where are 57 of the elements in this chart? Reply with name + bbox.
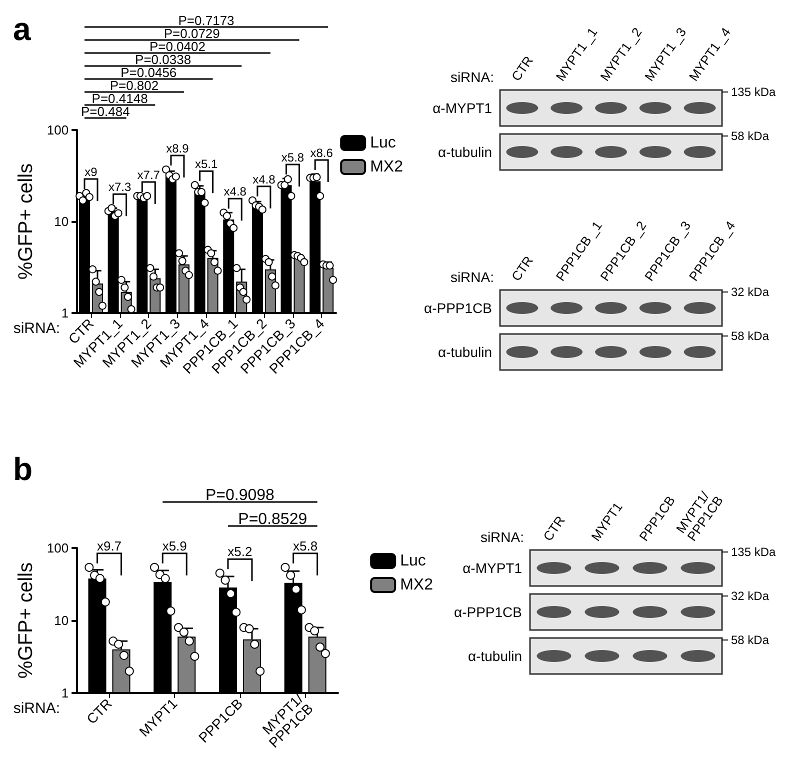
- category-label: α-PPP1CB: [454, 604, 522, 620]
- category-label: α-tubulin: [438, 344, 492, 360]
- y-tick-label: 10: [54, 613, 69, 628]
- y-axis-title: %GFP+ cells: [15, 562, 37, 679]
- category-label: α-MYPT1: [432, 100, 492, 116]
- text: P=0.9098: [205, 487, 275, 504]
- y-tick-label: 100: [46, 122, 69, 138]
- text: P=0.0729: [164, 26, 220, 41]
- chart-title: b: [13, 451, 33, 487]
- annotation: x5.1: [194, 157, 218, 172]
- text: P=0.0338: [135, 52, 192, 67]
- x-axis-title: siRNA:: [13, 320, 60, 337]
- y-tick-label: 100: [46, 540, 69, 556]
- annotation: x9: [84, 164, 98, 179]
- text: P=0.8529: [238, 511, 308, 528]
- text: P=0.484: [81, 104, 130, 119]
- legend-label: Luc: [370, 134, 396, 152]
- text: 135 kDa: [731, 545, 776, 559]
- text: P=0.0402: [149, 39, 206, 54]
- annotation: x7.7: [137, 168, 160, 182]
- annotation: x4.8: [224, 184, 247, 199]
- text: P=0.4148: [92, 91, 148, 106]
- annotation: x5.2: [228, 544, 252, 560]
- x-tick-label: CTR: [83, 695, 115, 727]
- y-tick-label: 1: [61, 306, 69, 320]
- category-label: α-PPP1CB: [424, 300, 492, 316]
- annotation: x4.8: [252, 172, 276, 186]
- text: P=0.0456: [120, 65, 177, 80]
- text: siRNA:: [450, 269, 494, 285]
- category-label: α-MYPT1: [462, 560, 522, 576]
- category-label: α-tubulin: [438, 144, 492, 160]
- legend-label: Luc: [400, 552, 426, 570]
- text: P=0.802: [110, 78, 159, 93]
- text: 32 kDa: [731, 589, 770, 603]
- annotation: x8.9: [166, 142, 190, 156]
- annotation: x5.9: [162, 538, 187, 554]
- annotation: x7.3: [108, 180, 132, 194]
- annotation: x8.6: [310, 146, 334, 160]
- text: P=0.7173: [178, 13, 234, 28]
- legend-label: MX2: [370, 158, 404, 176]
- annotation: x5.8: [293, 538, 318, 554]
- y-axis-title: %GFP+ cells: [15, 163, 37, 280]
- annotation: x9.7: [96, 538, 122, 554]
- x-axis-title: siRNA:: [13, 700, 60, 717]
- y-tick-label: 10: [54, 214, 69, 229]
- text: siRNA:: [480, 529, 524, 545]
- text: siRNA:: [450, 69, 494, 85]
- chart-title: a: [13, 11, 31, 47]
- legend-label: MX2: [400, 576, 434, 594]
- text: 32 kDa: [731, 285, 770, 299]
- y-tick-label: 1: [61, 686, 69, 700]
- category-label: α-tubulin: [468, 648, 522, 664]
- annotation: x5.8: [281, 150, 304, 165]
- text: 135 kDa: [731, 85, 776, 99]
- text: 58 kDa: [731, 129, 770, 143]
- text: 58 kDa: [731, 329, 770, 343]
- text: 58 kDa: [731, 633, 770, 647]
